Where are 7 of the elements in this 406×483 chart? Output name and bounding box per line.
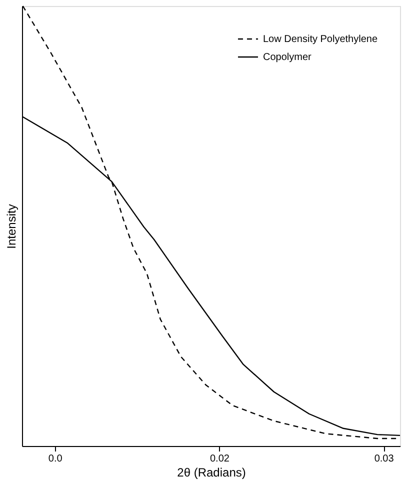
- x-axis-title: 2θ (Radians): [177, 466, 246, 480]
- legend-label: Low Density Polyethylene: [263, 34, 378, 45]
- x-tick-label: 0.02: [210, 454, 230, 464]
- legend-label: Copolymer: [263, 52, 312, 63]
- x-tick-label: 0.0: [48, 454, 63, 464]
- y-axis-title: Intensity: [4, 204, 18, 249]
- x-tick-label: 0.03: [374, 454, 394, 464]
